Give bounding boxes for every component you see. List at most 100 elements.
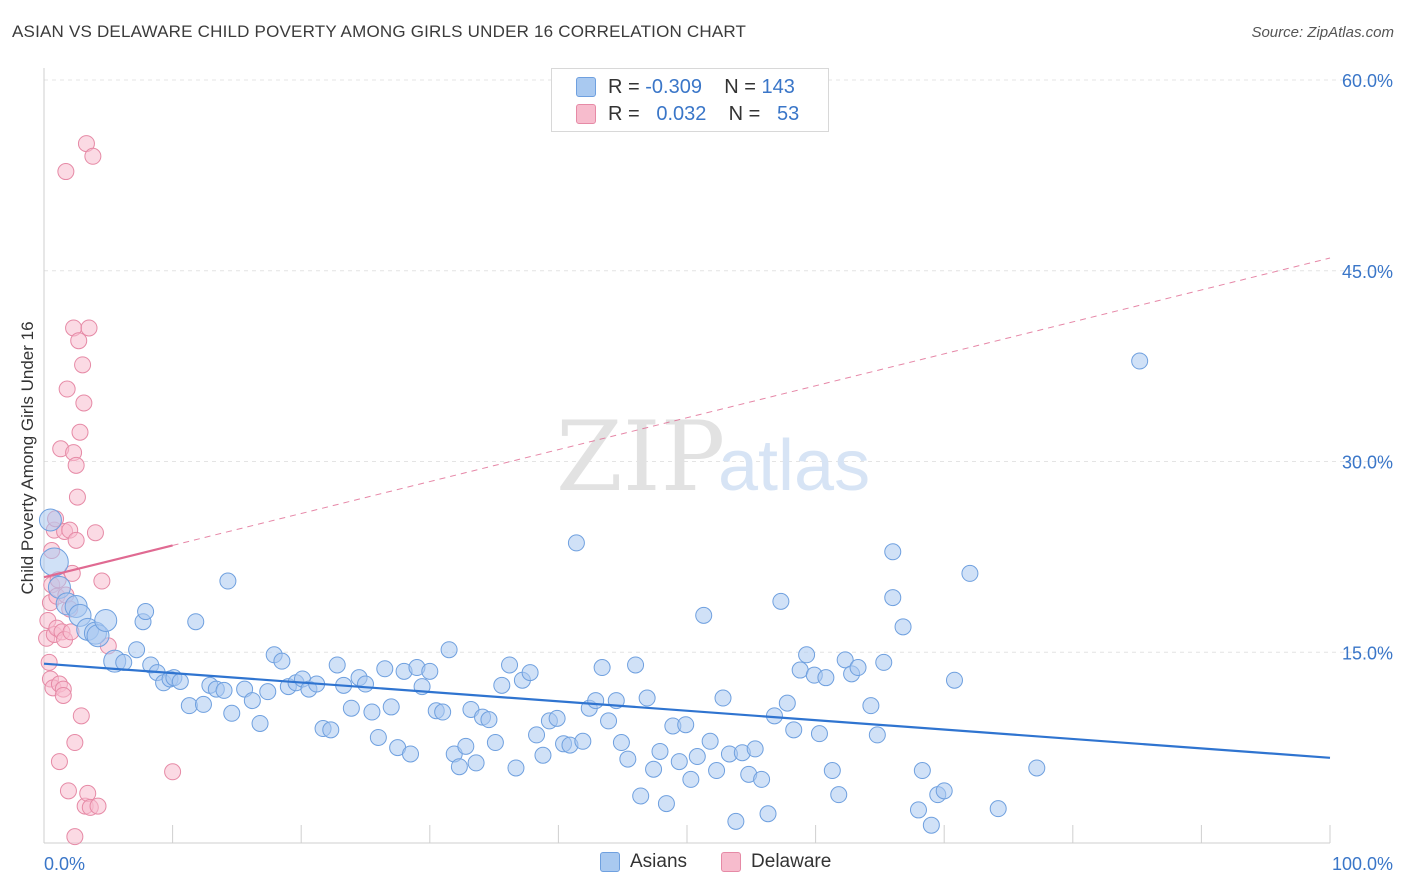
delaware-point — [57, 163, 75, 181]
asians-point — [657, 795, 675, 813]
asians-point — [587, 692, 605, 710]
axes — [43, 68, 1331, 844]
asians-point — [727, 812, 745, 830]
asians-point — [251, 714, 269, 732]
asians-point — [677, 716, 695, 734]
asians-point — [651, 742, 669, 760]
asians-point — [798, 646, 816, 664]
asians-point — [440, 641, 458, 659]
asians-point — [688, 748, 706, 766]
asians-point — [215, 681, 233, 699]
asians-point — [382, 698, 400, 716]
asians-point — [772, 592, 790, 610]
delaware-point — [79, 784, 97, 802]
legend-item-asians[interactable]: Asians — [600, 851, 687, 873]
asians-point — [1028, 759, 1046, 777]
asians-point — [402, 745, 420, 763]
asians-point — [567, 534, 585, 552]
asians-point — [945, 671, 963, 689]
delaware-point — [93, 572, 111, 590]
delaware-point — [68, 488, 86, 506]
delaware-point — [67, 456, 85, 474]
delaware-point — [89, 797, 107, 815]
y-tick-label: 60.0% — [1342, 71, 1393, 91]
asians-point — [823, 762, 841, 780]
delaware-point — [80, 319, 98, 337]
asians-point — [219, 572, 237, 590]
asians-point — [638, 689, 656, 707]
y-tick-label: 45.0% — [1342, 262, 1393, 282]
legend-label-asians: Asians — [630, 851, 688, 872]
trend-lines — [43, 257, 1331, 759]
legend-swatch-delaware — [721, 852, 742, 872]
delaware-points — [38, 135, 182, 846]
asians-point — [701, 732, 719, 750]
asians-point — [507, 759, 525, 777]
asians-point — [194, 695, 212, 713]
asians-point — [180, 697, 198, 715]
asians-point — [645, 760, 663, 778]
delaware-point — [66, 828, 84, 846]
asians-point — [817, 669, 835, 687]
asians-point — [670, 753, 688, 771]
asians-point — [480, 711, 498, 729]
legend-n-value: 53 — [777, 102, 800, 125]
asians-point — [830, 786, 848, 804]
asians-point — [612, 734, 630, 752]
asians-point — [521, 664, 539, 682]
asians-point — [868, 726, 886, 744]
asians-point — [137, 603, 155, 621]
asians-point — [467, 754, 485, 772]
asians-point — [328, 656, 346, 674]
legend-label-delaware: Delaware — [751, 851, 832, 872]
asians-point — [357, 675, 374, 693]
asians-point — [376, 660, 394, 678]
legend-r-value: -0.309 — [645, 75, 702, 98]
asians-point — [682, 770, 700, 788]
legend-swatch-asians — [576, 77, 596, 97]
legend-row-asians: R = -0.309 N = 143 — [576, 75, 795, 99]
watermark: ZIP atlas — [556, 401, 870, 513]
asians-point — [39, 547, 69, 577]
delaware-point — [40, 653, 58, 671]
asians-point — [493, 676, 511, 694]
asians-point — [548, 709, 566, 727]
asians-point — [259, 683, 277, 701]
asians-point — [632, 787, 650, 805]
asians-point — [695, 606, 713, 624]
tick-labels: 15.0% 30.0% 45.0% 60.0% 0.0% 100.0% — [44, 71, 1393, 874]
asians-point — [785, 721, 803, 739]
asians-point — [369, 728, 387, 746]
asians-point — [791, 661, 809, 679]
asians-point — [187, 613, 205, 631]
y-axis-label: Child Poverty Among Girls Under 16 — [18, 321, 37, 595]
x-tick-label: 100.0% — [1332, 854, 1393, 874]
asians-point — [875, 653, 893, 671]
legend-item-delaware[interactable]: Delaware — [721, 851, 831, 873]
stats-legend: R = -0.309 N = 143 R = 0.032 N = 53 — [551, 68, 829, 132]
watermark-atlas: atlas — [718, 426, 870, 506]
delaware-point — [71, 423, 89, 441]
delaware-point — [67, 531, 85, 549]
asians-point — [619, 750, 637, 768]
asians-point — [38, 508, 62, 532]
delaware-point — [164, 763, 182, 781]
legend-swatch-delaware — [576, 104, 596, 124]
asians-point — [534, 746, 552, 764]
asians-point — [421, 662, 439, 680]
legend-row-delaware: R = 0.032 N = 53 — [576, 102, 799, 126]
gridlines — [44, 79, 1393, 653]
asians-point — [862, 697, 880, 715]
asians-point — [849, 659, 867, 677]
asians-point — [342, 699, 360, 717]
delaware-point — [86, 524, 104, 542]
asians-point — [528, 726, 546, 744]
legend-n-label: N = — [724, 75, 756, 98]
delaware-point — [70, 332, 88, 350]
asians-point — [922, 816, 940, 834]
asians-point — [909, 801, 927, 819]
asians-point — [913, 762, 931, 780]
asians-point — [759, 805, 777, 823]
asians-trend-line — [43, 662, 1331, 759]
asians-point — [223, 704, 241, 722]
